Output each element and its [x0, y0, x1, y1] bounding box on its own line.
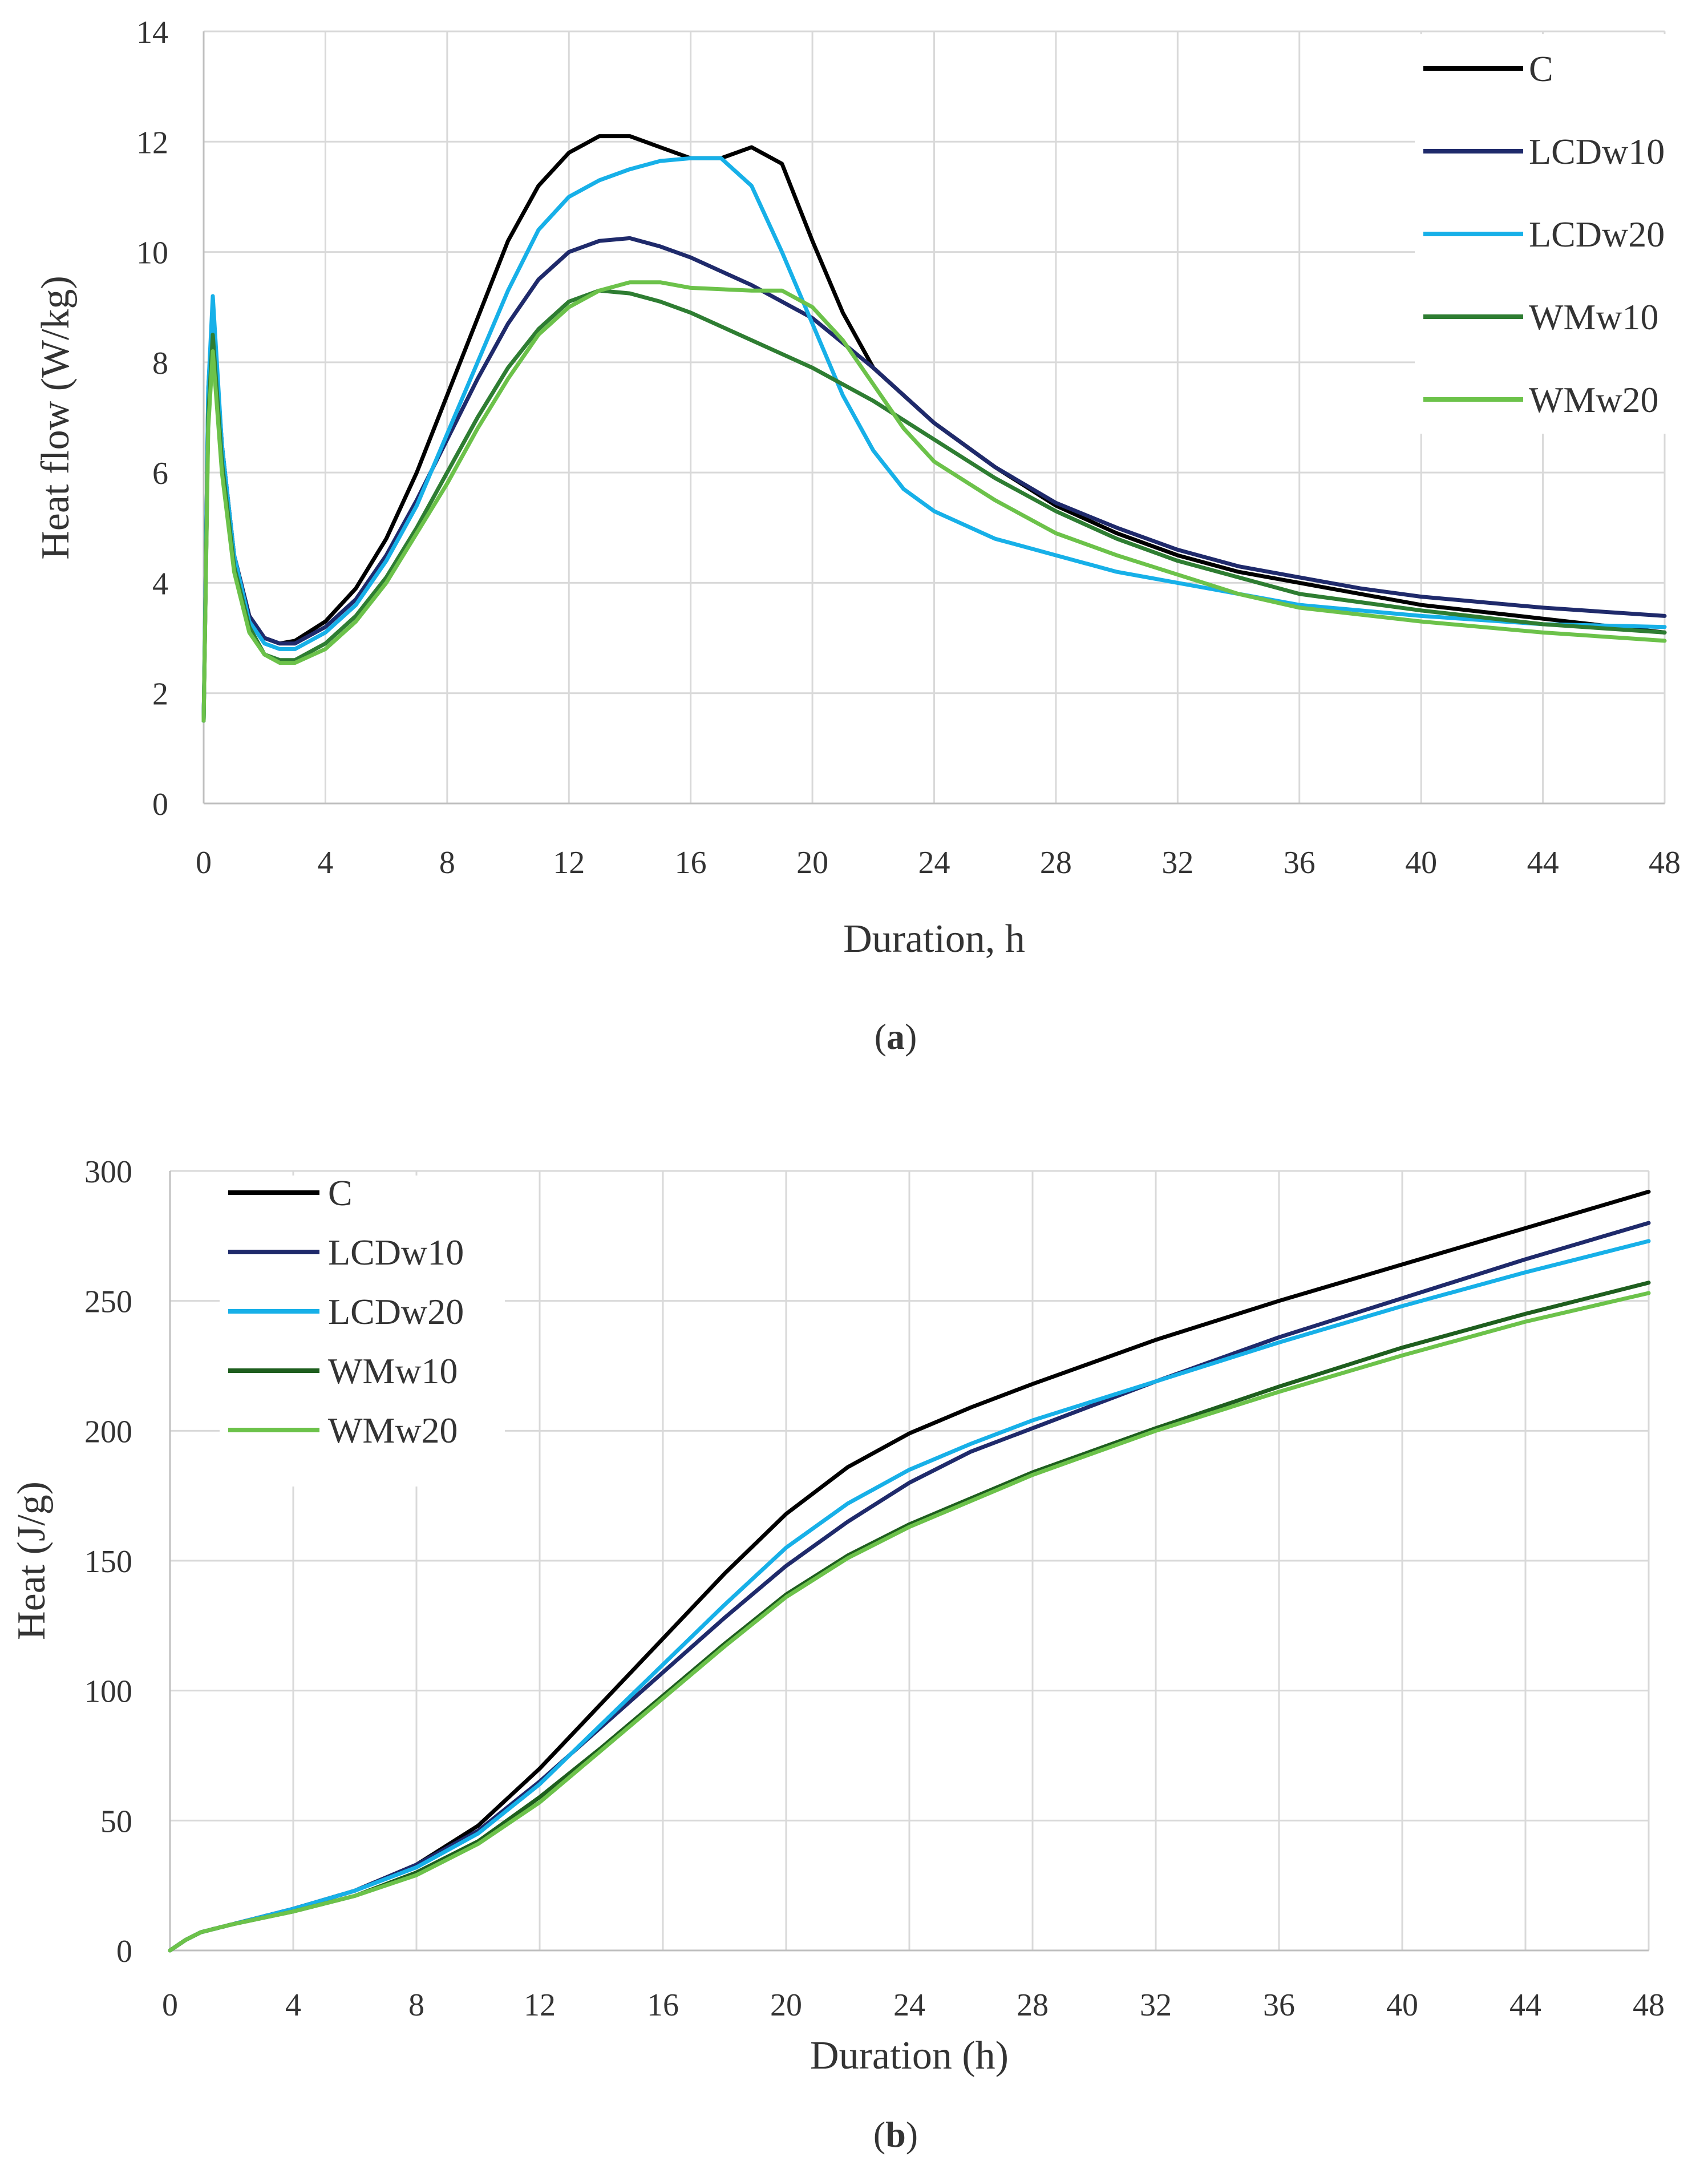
x-tick-label: 0: [162, 1988, 178, 2023]
caption-b-letter: b: [885, 2114, 906, 2155]
y-tick-label: 4: [152, 566, 168, 601]
x-axis-title: Duration (h): [810, 2034, 1009, 2078]
y-tick-label: 0: [152, 787, 168, 822]
y-tick-label: 250: [84, 1285, 132, 1320]
chart-b-cumulative-heat: 0 4 8 12 16 20 24 28 32 36 40 44 4805010015020025030…: [10, 1154, 1665, 2078]
x-tick-label: 12: [553, 845, 585, 880]
legend-label: LCDw20: [328, 1291, 464, 1332]
legend-label: WMw20: [1529, 379, 1659, 420]
y-tick-label: 300: [84, 1154, 132, 1190]
legend: C LCDw10 LCDw20 WMw10 WMw20: [1415, 34, 1700, 434]
x-tick-label: 8: [439, 845, 455, 880]
legend-item-c: C: [1423, 49, 1553, 89]
series-line-lcdw10: [201, 236, 1667, 723]
x-tick-label: 28: [1017, 1988, 1049, 2023]
legend-item-wmw20: WMw20: [1423, 379, 1659, 420]
x-tick-label: 36: [1284, 845, 1316, 880]
x-tick-label: 20: [796, 845, 828, 880]
x-tick-label: 4: [317, 845, 333, 880]
legend-label: LCDw10: [1529, 131, 1665, 172]
y-tick-label: 10: [136, 236, 168, 271]
legend-item-wmw10: WMw10: [228, 1351, 458, 1391]
x-tick-label: 32: [1140, 1988, 1172, 2023]
x-tick-label: 24: [893, 1988, 925, 2023]
series-group: [201, 134, 1667, 723]
legend-item-lcdw10: LCDw10: [1423, 131, 1665, 172]
x-tick-label: 8: [408, 1988, 424, 2023]
x-tick-label: 24: [918, 845, 950, 880]
y-tick-label: 6: [152, 456, 168, 491]
x-tick-label: 28: [1040, 845, 1072, 880]
x-tick-label: 16: [647, 1988, 679, 2023]
legend-label: C: [328, 1173, 353, 1213]
y-tick-label: 50: [100, 1804, 132, 1839]
x-tick-label: 12: [524, 1988, 556, 2023]
x-axis-title: Duration, h: [843, 917, 1025, 961]
legend-item-lcdw10: LCDw10: [228, 1232, 464, 1273]
y-tick-label: 150: [84, 1544, 132, 1580]
x-tick-label: 48: [1633, 1988, 1665, 2023]
y-tick-label: 14: [136, 15, 168, 50]
x-tick-label: 16: [675, 845, 707, 880]
x-tick-label: 4: [285, 1988, 301, 2023]
legend-label: WMw20: [328, 1410, 458, 1451]
legend-label: LCDw10: [328, 1232, 464, 1273]
x-tick-label: 32: [1161, 845, 1193, 880]
caption-b: (b): [873, 2114, 918, 2155]
x-tick-label: 48: [1649, 845, 1681, 880]
y-axis-title: Heat (J/g): [10, 1481, 54, 1640]
y-tick-label: 8: [152, 346, 168, 381]
y-tick-label: 200: [84, 1414, 132, 1449]
legend-label: C: [1529, 49, 1553, 89]
caption-a: (a): [875, 1016, 917, 1057]
legend-background: [220, 1176, 505, 1487]
legend-item-lcdw20: LCDw20: [228, 1291, 464, 1332]
legend-label: LCDw20: [1529, 214, 1665, 255]
series-line-wmw20: [201, 280, 1667, 723]
y-tick-label: 0: [116, 1934, 132, 1969]
x-tick-label: 0: [196, 845, 212, 880]
legend-item-wmw10: WMw10: [1423, 297, 1659, 337]
series-line-wmw20: [168, 1291, 1651, 1953]
x-tick-label: 40: [1405, 845, 1437, 880]
x-tick-label: 44: [1527, 845, 1559, 880]
y-axis-title: Heat flow (W/kg): [34, 276, 78, 560]
legend-item-wmw20: WMw20: [228, 1410, 458, 1451]
x-tick-label: 36: [1263, 1988, 1295, 2023]
legend-item-lcdw20: LCDw20: [1423, 214, 1665, 255]
legend-label: WMw10: [1529, 297, 1659, 337]
x-tick-label: 40: [1386, 1988, 1418, 2023]
x-tick-label: 44: [1509, 1988, 1541, 2023]
y-tick-label: 2: [152, 677, 168, 712]
y-tick-label: 12: [136, 125, 168, 160]
caption-a-letter: a: [887, 1016, 905, 1057]
chart-a-heat-flow: 0 4 8 12 16 20 24 28 32 36 40 44 4802468101214Durati…: [34, 15, 1700, 961]
series-group: [168, 1189, 1651, 1953]
y-tick-label: 100: [84, 1674, 132, 1710]
x-tick-label: 20: [770, 1988, 802, 2023]
legend-item-c: C: [228, 1173, 353, 1213]
series-line-lcdw20: [201, 156, 1667, 723]
legend: C LCDw10 LCDw20 WMw10 WMw20: [220, 1173, 505, 1487]
legend-label: WMw10: [328, 1351, 458, 1391]
